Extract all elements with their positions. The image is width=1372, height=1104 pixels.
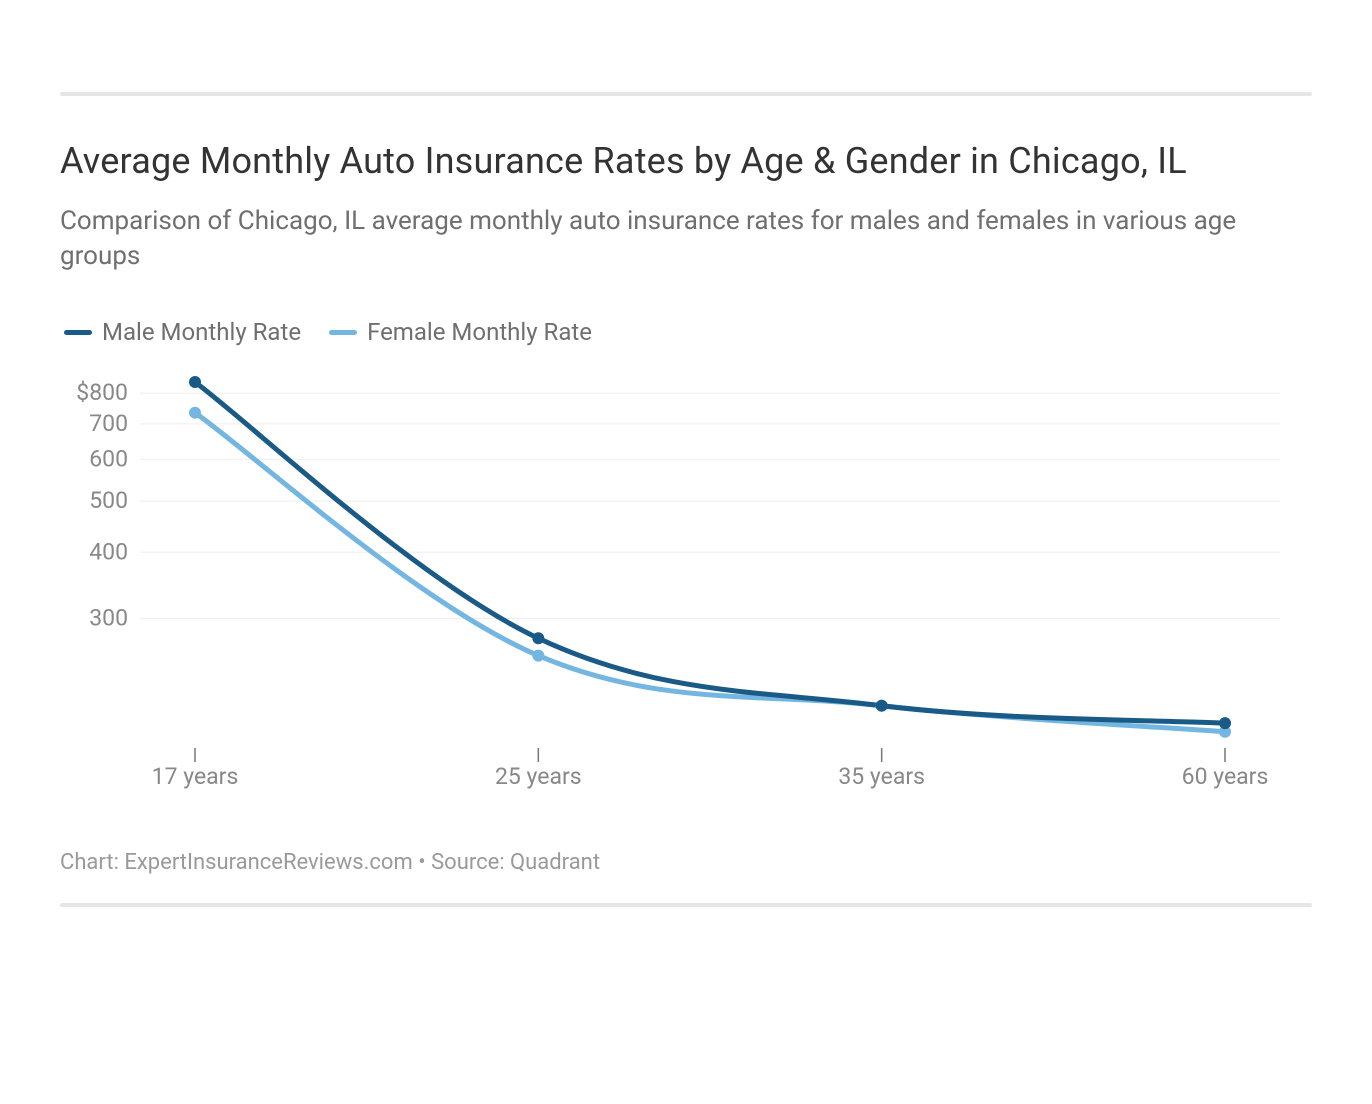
chart-title: Average Monthly Auto Insurance Rates by …: [60, 140, 1312, 182]
y-tick-label: 400: [89, 538, 128, 565]
legend-swatch-male: [64, 330, 92, 335]
y-tick-label: 700: [89, 410, 128, 437]
bottom-divider: [60, 903, 1312, 907]
legend-item-female: Female Monthly Rate: [329, 318, 592, 346]
series-point-female: [532, 650, 544, 662]
x-tick-label: 60 years: [1182, 763, 1269, 790]
series-point-male: [532, 632, 544, 644]
legend-swatch-female: [329, 330, 357, 335]
chart-legend: Male Monthly Rate Female Monthly Rate: [60, 318, 1312, 346]
x-tick-label: 25 years: [495, 763, 582, 790]
page: Average Monthly Auto Insurance Rates by …: [0, 0, 1372, 1104]
series-point-male: [189, 376, 201, 388]
legend-label-male: Male Monthly Rate: [102, 318, 301, 346]
x-tick-label: 17 years: [152, 763, 239, 790]
x-tick-label: 35 years: [838, 763, 925, 790]
y-tick-label: $800: [76, 379, 128, 406]
top-divider: [60, 92, 1312, 96]
series-point-male: [876, 700, 888, 712]
y-tick-label: 600: [89, 445, 128, 472]
y-tick-label: 300: [89, 605, 128, 632]
series-point-female: [189, 407, 201, 419]
legend-item-male: Male Monthly Rate: [64, 318, 301, 346]
legend-label-female: Female Monthly Rate: [367, 318, 592, 346]
chart-source-line: Chart: ExpertInsuranceReviews.com • Sour…: [60, 850, 1312, 875]
series-point-male: [1219, 717, 1231, 729]
line-chart-svg: 300 400 500 600 700 $800 17 years 25 years 35 ye…: [60, 364, 1312, 794]
top-spacer: [60, 0, 1312, 92]
chart-subtitle: Comparison of Chicago, IL average monthl…: [60, 204, 1260, 274]
y-tick-label: 500: [89, 487, 128, 514]
chart-area: 300 400 500 600 700 $800 17 years 25 years 35 ye…: [60, 364, 1312, 794]
series-line-female: [195, 413, 1225, 732]
